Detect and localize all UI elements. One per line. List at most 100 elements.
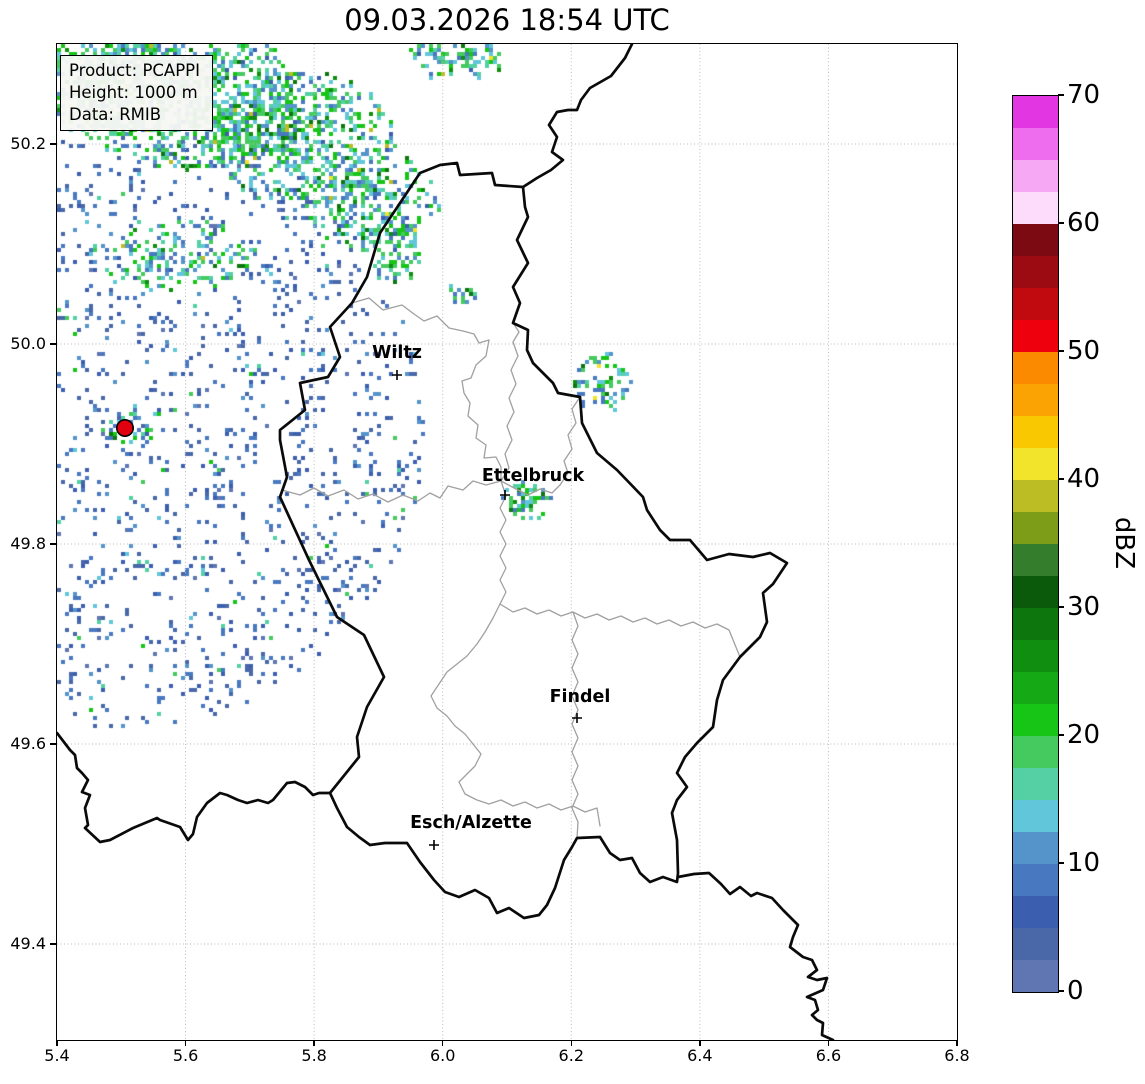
city-cross-marker	[572, 713, 582, 723]
country-borders	[57, 44, 835, 1040]
x-tick-mark	[56, 1040, 58, 1046]
city-label: Wiltz	[372, 343, 422, 363]
colorbar-tick-mark	[1058, 350, 1064, 352]
colorbar-tick-mark	[1058, 606, 1064, 608]
colorbar-band	[1013, 672, 1058, 704]
colorbar-band	[1013, 352, 1058, 384]
y-tick-mark	[50, 743, 56, 745]
y-tick-label: 49.4	[10, 934, 46, 953]
country-border-path	[278, 161, 789, 920]
x-tick-mark	[699, 1040, 701, 1046]
product-info-box: Product: PCAPPI Height: 1000 m Data: RMI…	[60, 55, 213, 131]
map-overlay: Wiltz Ettelbruck Findel Esch/Alzette	[57, 44, 957, 1040]
city-markers: Wiltz Ettelbruck Findel Esch/Alzette	[372, 343, 610, 850]
city-cross-marker	[429, 840, 439, 850]
y-tick-mark	[50, 143, 56, 145]
colorbar-band	[1013, 832, 1058, 864]
colorbar-band	[1013, 928, 1058, 960]
colorbar-band	[1013, 800, 1058, 832]
colorbar-band	[1013, 768, 1058, 800]
x-tick-label: 5.4	[44, 1046, 70, 1065]
city-cross-marker	[392, 370, 402, 380]
figure-title: 09.03.2026 18:54 UTC	[344, 3, 670, 37]
y-tick-mark	[50, 543, 56, 545]
colorbar-band	[1013, 320, 1058, 352]
colorbar-band	[1013, 192, 1058, 224]
district-border-path	[461, 339, 502, 482]
city-label: Esch/Alzette	[410, 813, 532, 833]
colorbar-band	[1013, 896, 1058, 928]
radar-site-marker	[115, 418, 134, 437]
radar-reflectivity-canvas	[57, 44, 957, 1040]
height-line: Height: 1000 m	[69, 83, 198, 102]
grid-lines	[57, 44, 957, 1040]
colorbar-band	[1013, 384, 1058, 416]
x-tick-mark	[442, 1040, 444, 1046]
city-cross-marker	[500, 490, 510, 500]
colorbar-band	[1013, 608, 1058, 640]
x-tick-mark	[313, 1040, 315, 1046]
colorbar-band	[1013, 160, 1058, 192]
colorbar-tick-label: 20	[1067, 720, 1101, 750]
district-border-path	[500, 322, 520, 482]
colorbar-tick-mark	[1058, 94, 1064, 96]
x-tick-mark	[827, 1040, 830, 1046]
district-border-path	[281, 480, 502, 503]
colorbar-tick-label: 10	[1067, 848, 1101, 878]
colorbar-tick-mark	[1058, 478, 1064, 480]
colorbar-band	[1013, 480, 1058, 512]
x-tick-label: 6.6	[815, 1046, 842, 1065]
colorbar-band	[1013, 736, 1058, 768]
data-source-line: Data: RMIB	[69, 105, 162, 124]
colorbar-tick-label: 40	[1067, 464, 1101, 494]
colorbar-band	[1013, 448, 1058, 480]
colorbar-tick-mark	[1058, 222, 1064, 224]
x-tick-label: 6.4	[687, 1046, 713, 1065]
country-border-path	[521, 44, 634, 189]
district-border-path	[499, 603, 741, 658]
x-tick-label: 6.8	[944, 1046, 970, 1065]
y-tick-label: 49.8	[10, 534, 46, 553]
district-border-path	[351, 297, 490, 344]
country-border-path	[57, 731, 332, 844]
colorbar-tick-mark	[1058, 734, 1064, 736]
district-border-path	[571, 611, 579, 839]
x-tick-label: 6.2	[558, 1046, 584, 1065]
y-tick-mark	[50, 943, 56, 945]
colorbar-tick-label: 70	[1067, 80, 1101, 110]
colorbar-tick-label: 60	[1067, 208, 1101, 238]
colorbar-tick-label: 30	[1067, 592, 1101, 622]
colorbar-unit-label: dBZ	[1109, 516, 1139, 570]
colorbar-band	[1013, 576, 1058, 608]
colorbar-band	[1013, 416, 1058, 448]
colorbar-band	[1013, 960, 1058, 992]
colorbar-band	[1013, 224, 1058, 256]
x-tick-label: 6.0	[429, 1046, 456, 1065]
district-borders	[281, 297, 741, 839]
x-tick-mark	[184, 1040, 187, 1046]
product-line: Product: PCAPPI	[69, 61, 200, 80]
colorbar-band	[1013, 864, 1058, 896]
colorbar	[1012, 95, 1059, 993]
city-label: Findel	[550, 687, 611, 707]
district-border-path	[499, 480, 507, 605]
x-tick-label: 5.6	[172, 1046, 199, 1065]
x-tick-label: 5.8	[301, 1046, 327, 1065]
y-tick-label: 50.2	[10, 134, 46, 153]
colorbar-band	[1013, 544, 1058, 576]
district-border-path	[500, 396, 581, 496]
y-tick-label: 49.6	[10, 734, 46, 753]
colorbar-tick-label: 0	[1067, 976, 1084, 1006]
colorbar-band	[1013, 512, 1058, 544]
y-tick-label: 50.0	[10, 334, 46, 353]
country-border-path	[676, 871, 835, 1040]
colorbar-band	[1013, 128, 1058, 160]
x-tick-mark	[570, 1040, 572, 1046]
colorbar-band	[1013, 288, 1058, 320]
colorbar-tick-mark	[1058, 862, 1064, 864]
colorbar-tick-mark	[1058, 990, 1064, 992]
city-label: Ettelbruck	[482, 466, 585, 486]
district-border-path	[430, 603, 601, 827]
colorbar-band	[1013, 256, 1058, 288]
